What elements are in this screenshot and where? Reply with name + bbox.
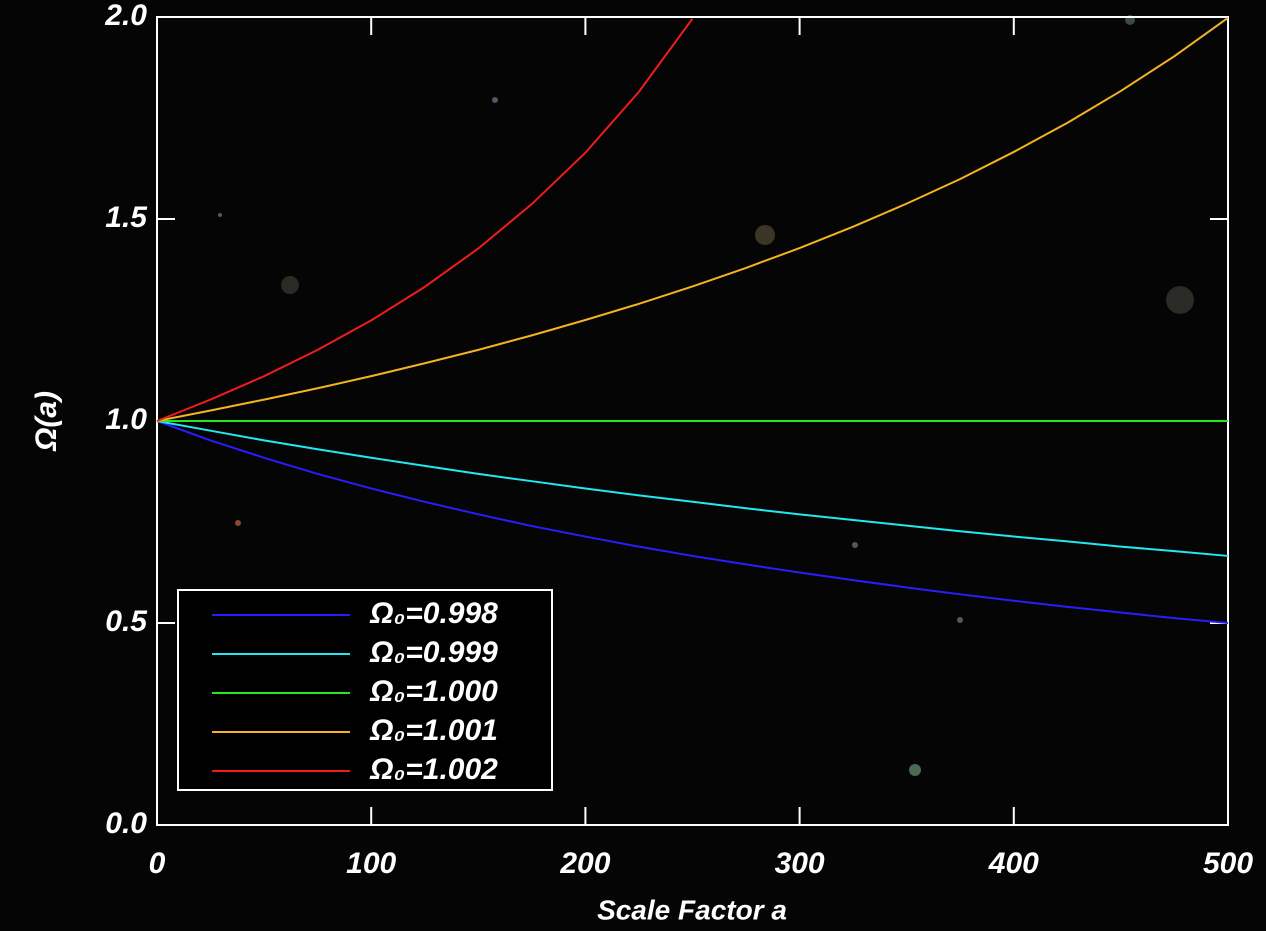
y-tick-label: 1.0 xyxy=(105,403,147,436)
legend-label: Ω₀=0.998 xyxy=(369,597,498,630)
x-tick-label: 100 xyxy=(346,847,396,880)
x-tick-label: 300 xyxy=(775,847,825,880)
background xyxy=(0,0,1266,931)
legend-label: Ω₀=1.001 xyxy=(369,714,498,747)
legend-label: Ω₀=1.002 xyxy=(369,753,498,786)
legend-label: Ω₀=0.999 xyxy=(369,636,498,669)
y-tick-label: 1.5 xyxy=(105,201,148,234)
x-axis-label: Scale Factor a xyxy=(597,894,787,925)
y-axis-label: Ω(a) xyxy=(30,391,63,452)
chart: Ω(a) Scale Factor a 0 100 200 300 400 500 0.0 0… xyxy=(0,0,1266,931)
y-tick-label: 0.5 xyxy=(105,605,148,638)
legend-label: Ω₀=1.000 xyxy=(369,675,498,708)
x-tick-label: 200 xyxy=(559,847,610,880)
x-tick-label: 500 xyxy=(1203,847,1253,880)
y-tick-label: 2.0 xyxy=(104,0,147,32)
x-tick-label: 400 xyxy=(988,847,1039,880)
x-tick-label: 0 xyxy=(149,847,166,880)
y-tick-label: 0.0 xyxy=(105,807,147,840)
